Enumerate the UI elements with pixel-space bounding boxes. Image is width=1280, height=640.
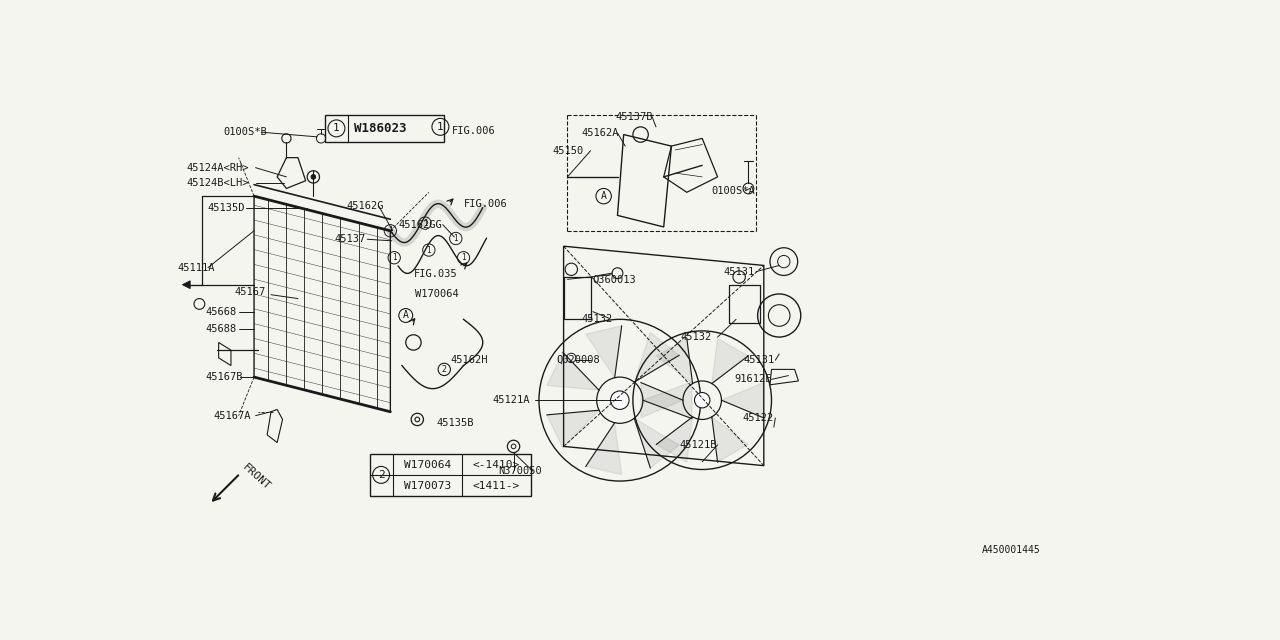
Polygon shape [586, 423, 622, 474]
Text: 45131: 45131 [723, 267, 755, 276]
Bar [325, 115, 444, 142]
Text: FIG.035: FIG.035 [415, 269, 458, 279]
Text: 45162A: 45162A [581, 128, 618, 138]
Bar [370, 454, 531, 497]
Text: <1411->: <1411-> [474, 481, 520, 492]
Text: 45131: 45131 [742, 355, 774, 365]
Text: 45668: 45668 [206, 307, 237, 317]
Text: W170064: W170064 [415, 289, 458, 299]
Text: 45167A: 45167A [214, 411, 251, 420]
Polygon shape [634, 419, 680, 468]
Text: 45137: 45137 [334, 234, 365, 244]
Text: A: A [403, 310, 408, 321]
Circle shape [611, 391, 628, 410]
Text: 45121A: 45121A [493, 395, 530, 405]
Text: 45688: 45688 [206, 324, 237, 333]
Circle shape [311, 175, 316, 179]
Polygon shape [657, 417, 692, 462]
Text: <-1410>: <-1410> [474, 460, 520, 470]
Text: 45162GG: 45162GG [398, 220, 442, 230]
Text: 2: 2 [378, 470, 384, 480]
Polygon shape [547, 410, 599, 448]
Text: W170073: W170073 [403, 481, 451, 492]
Text: FIG.006: FIG.006 [452, 125, 495, 136]
Polygon shape [634, 332, 680, 382]
Text: 45132: 45132 [581, 314, 613, 324]
Polygon shape [641, 383, 684, 418]
Text: 1: 1 [422, 219, 428, 228]
Text: 1: 1 [436, 122, 444, 132]
Text: 2: 2 [442, 365, 447, 374]
Text: 45162H: 45162H [451, 355, 488, 365]
Text: N370050: N370050 [498, 466, 541, 476]
Text: 1: 1 [453, 234, 458, 243]
Text: A: A [600, 191, 607, 201]
Polygon shape [183, 281, 191, 289]
Polygon shape [586, 326, 622, 378]
Text: 1: 1 [388, 227, 393, 236]
Polygon shape [547, 353, 599, 390]
Polygon shape [722, 383, 763, 418]
Text: 45124A<RH>: 45124A<RH> [187, 163, 248, 173]
Bar [730, 285, 760, 323]
Text: Q020008: Q020008 [556, 355, 599, 365]
Text: 1: 1 [461, 253, 466, 262]
Text: 45122: 45122 [742, 413, 773, 423]
Text: 1: 1 [333, 124, 339, 133]
Text: 0100S*A: 0100S*A [712, 186, 755, 196]
Text: FRONT: FRONT [241, 462, 271, 492]
Text: 45111A: 45111A [177, 263, 215, 273]
Text: 1: 1 [426, 246, 431, 255]
Polygon shape [712, 339, 748, 383]
Text: 45167B: 45167B [206, 372, 243, 382]
Text: Q360013: Q360013 [593, 275, 636, 284]
Text: 0100S*B: 0100S*B [223, 127, 268, 137]
Text: 45150: 45150 [552, 146, 584, 156]
Text: W170064: W170064 [403, 460, 451, 470]
Text: 91612E: 91612E [735, 374, 772, 385]
Text: 45162G: 45162G [347, 201, 384, 211]
Text: 45132: 45132 [681, 332, 712, 342]
Text: 45167: 45167 [234, 287, 266, 298]
Text: 45135D: 45135D [207, 203, 246, 212]
Text: W186023: W186023 [355, 122, 407, 135]
Text: A450001445: A450001445 [982, 545, 1041, 556]
Polygon shape [712, 417, 748, 462]
Polygon shape [643, 382, 692, 419]
Text: 45135B: 45135B [436, 419, 474, 428]
Bar [563, 277, 590, 319]
Text: FIG.006: FIG.006 [463, 199, 507, 209]
Text: 45124B<LH>: 45124B<LH> [187, 178, 248, 188]
Text: 1: 1 [392, 253, 397, 262]
Text: 45137B: 45137B [616, 112, 653, 122]
Polygon shape [657, 339, 692, 383]
Circle shape [695, 392, 710, 408]
Text: 45121B: 45121B [680, 440, 717, 450]
